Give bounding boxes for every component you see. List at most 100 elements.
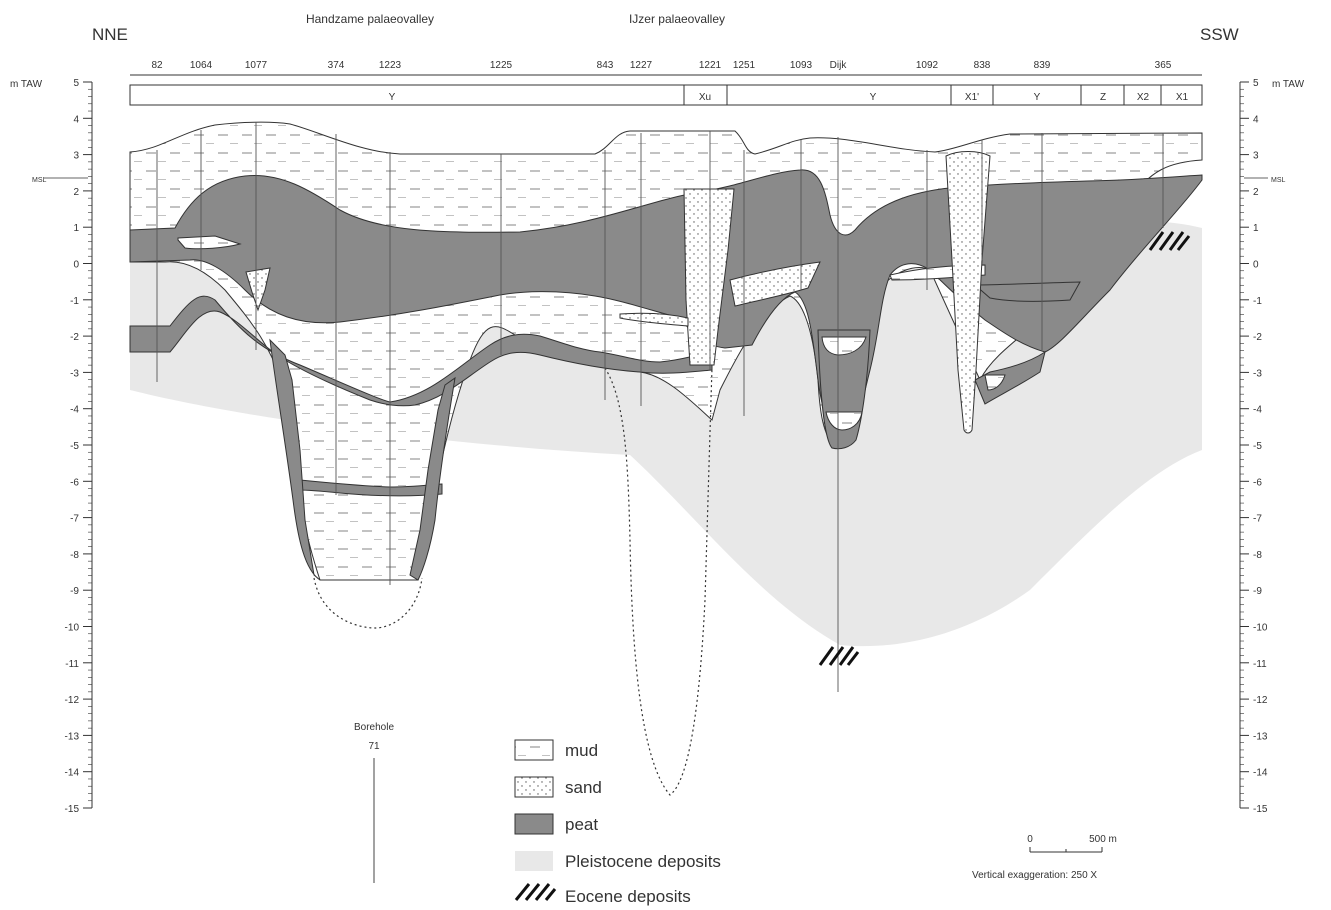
axis-tick-label: 5 [1253,78,1259,89]
axis-tick-label: -6 [1253,477,1262,488]
unit-x1-prime: X1' [965,92,979,103]
legend-swatch-pleistocene [515,851,553,871]
scale-distance-label: 500 m [1089,834,1117,845]
axis-tick-label: -5 [70,441,79,452]
borehole-1223: 1223 [379,60,402,71]
legend-swatch-eocene [514,883,557,901]
axis-tick-label: 0 [1253,260,1259,271]
borehole-1225: 1225 [490,60,513,71]
axis-tick-label: 1 [1253,223,1259,234]
axis-tick-label: 0 [73,260,79,271]
unit-z: Z [1100,92,1106,103]
borehole-1251: 1251 [733,60,756,71]
legend-label-mud: mud [565,741,598,760]
axis-tick-label: 5 [73,78,79,89]
borehole-1221: 1221 [699,60,722,71]
axis-tick-label: -8 [1253,550,1262,561]
legend-swatch-mud [514,739,554,761]
borehole-1077: 1077 [245,60,268,71]
axis-tick-label: -11 [1253,659,1267,670]
borehole-1227: 1227 [630,60,653,71]
peat-right-lens [973,281,1081,302]
axis-tick-label: -10 [65,623,80,634]
orientation-left-label: NNE [92,25,128,44]
peat-handzame-flank-right [409,376,456,581]
axis-tick-label: -2 [1253,332,1262,343]
peat-lower-band [129,295,713,407]
right-msl-label: MSL [1271,177,1286,184]
borehole-1092: 1092 [916,60,939,71]
axis-tick-label: 3 [1253,151,1259,162]
axis-tick-label: -12 [1253,695,1268,706]
axis-tick-label: 2 [73,187,79,198]
peat-main-layer [129,169,1203,446]
right-depth-axis: 5 4 3 2 1 0 -1 -2 -3 -4 -5 -6 -7 -8 -9 -10 -11 -12 -13 -14 -… [1239,78,1268,815]
vertical-exaggeration-label: Vertical exaggeration: 250 X [972,870,1097,881]
unit-xu: Xu [699,92,711,103]
axis-tick-label: -6 [70,477,79,488]
sand-lens-1251 [729,261,821,307]
axis-tick-label: -15 [1253,804,1268,815]
peat-lower-right-lens [974,350,1046,405]
legend-label-eocene: Eocene deposits [565,887,691,906]
borehole-839: 839 [1034,60,1051,71]
legend-swatch-sand [514,776,554,798]
ijzer-palaeovalley-label: IJzer palaeovalley [629,12,725,26]
scale-zero-label: 0 [1027,834,1033,845]
peat-handzame-band [297,479,443,497]
axis-tick-label: -14 [1253,768,1268,779]
borehole-1064: 1064 [190,60,213,71]
unit-x1: X1 [1176,92,1189,103]
axis-tick-label: -12 [65,695,80,706]
sand-lens-843 [619,312,689,327]
unit-x2: X2 [1137,92,1150,103]
unit-y-2: Y [870,92,877,103]
axis-tick-label: -4 [70,405,79,416]
borehole-838: 838 [974,60,991,71]
legend: mud sand peat Pleistocene deposits Eocen… [514,739,721,906]
ijzer-valley-base-dotted [604,367,713,796]
peat-handzame-flank-left [269,338,321,581]
axis-tick-label: -7 [70,514,79,525]
borehole-1093: 1093 [790,60,813,71]
legend-swatch-peat [514,813,554,835]
right-axis-unit-label: m TAW [1272,79,1305,90]
unit-band: Y Xu Y X1' Y Z X2 X1 [129,84,1203,106]
axis-tick-label: 4 [73,114,79,125]
sand-wedge-1077 [245,267,271,312]
axis-tick-label: -3 [1253,368,1262,379]
sand-ijzer-channel [683,188,735,366]
legend-label-peat: peat [565,815,598,834]
borehole-lines [156,122,1164,692]
borehole-82: 82 [151,60,163,71]
mud-lens-838 [984,374,1006,391]
axis-tick-label: -5 [1253,441,1262,452]
axis-tick-label: -13 [65,731,80,742]
borehole-365: 365 [1155,60,1172,71]
axis-tick-label: -7 [1253,514,1262,525]
unit-y-3: Y [1034,92,1041,103]
borehole-key-number: 71 [368,741,380,752]
borehole-numbers: 82 1064 1077 374 1223 1225 843 1227 1221… [151,60,1171,71]
handzame-valley-base-dotted [313,577,423,629]
left-depth-axis: 5 4 3 2 1 0 -1 -2 -3 -4 -5 -6 -7 -8 -9 -10 -11 -12 -13 -14 -… [65,78,93,815]
unit-y-1: Y [389,92,396,103]
handzame-palaeovalley-label: Handzame palaeovalley [306,12,434,26]
axis-tick-label: -10 [1253,623,1268,634]
scale-bar: 0 500 m Vertical exaggeration: 250 X [972,834,1117,881]
axis-tick-label: -1 [1253,296,1262,307]
axis-tick-label: -15 [65,804,80,815]
axis-tick-label: 3 [73,151,79,162]
axis-tick-label: -4 [1253,405,1262,416]
orientation-right-label: SSW [1200,25,1239,44]
sand-channel-838 [945,151,991,434]
axis-tick-label: -9 [1253,586,1262,597]
eocene-hatch-dijk [818,646,860,666]
mud-lens-dijk-lower [825,411,863,431]
borehole-374: 374 [328,60,345,71]
axis-tick-label: 1 [73,223,79,234]
left-msl-label: MSL [32,177,47,184]
axis-tick-label: -2 [70,332,79,343]
borehole-dijk: Dijk [830,60,848,71]
